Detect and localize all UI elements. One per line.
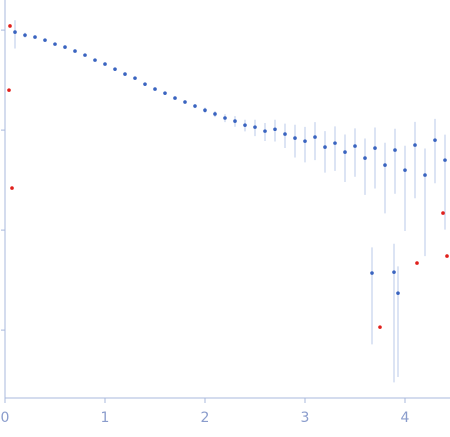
point: [441, 211, 445, 215]
point: [153, 87, 157, 91]
point: [392, 270, 396, 274]
point: [83, 53, 87, 57]
point: [353, 144, 357, 148]
point: [93, 58, 97, 62]
point: [415, 261, 419, 265]
point: [193, 104, 197, 108]
point: [53, 42, 57, 46]
point: [378, 325, 382, 329]
point: [33, 35, 37, 39]
point: [343, 150, 347, 154]
point: [10, 186, 14, 190]
point: [133, 76, 137, 80]
point: [123, 72, 127, 76]
point: [243, 123, 247, 127]
point: [313, 135, 317, 139]
point: [373, 146, 377, 150]
point: [333, 141, 337, 145]
point: [73, 49, 77, 53]
point: [283, 132, 287, 136]
point: [433, 138, 437, 142]
point: [223, 116, 227, 120]
point: [233, 119, 237, 123]
x-tick-label: 3: [301, 410, 310, 426]
point: [293, 136, 297, 140]
point: [443, 158, 447, 162]
point: [43, 38, 47, 42]
point: [163, 91, 167, 95]
point: [445, 254, 449, 258]
point: [183, 100, 187, 104]
point: [8, 24, 12, 28]
x-tick-label: 4: [401, 410, 410, 426]
point: [23, 33, 27, 37]
point: [383, 163, 387, 167]
point: [13, 30, 17, 34]
point: [263, 129, 267, 133]
point: [113, 67, 117, 71]
point: [393, 148, 397, 152]
point: [403, 168, 407, 172]
point: [173, 96, 177, 100]
point: [323, 145, 327, 149]
point: [396, 291, 400, 295]
point: [303, 139, 307, 143]
point: [273, 127, 277, 132]
point: [7, 88, 11, 92]
point: [253, 125, 257, 129]
x-tick-label: 1: [101, 410, 110, 426]
x-tick-label: 0: [1, 410, 10, 426]
point: [423, 173, 427, 177]
point: [363, 156, 367, 160]
point: [143, 82, 147, 86]
x-tick-label: 2: [201, 410, 210, 426]
point: [63, 45, 67, 49]
point: [203, 108, 207, 113]
point: [213, 112, 217, 116]
point: [413, 143, 417, 147]
point: [370, 271, 374, 275]
point: [103, 62, 107, 66]
